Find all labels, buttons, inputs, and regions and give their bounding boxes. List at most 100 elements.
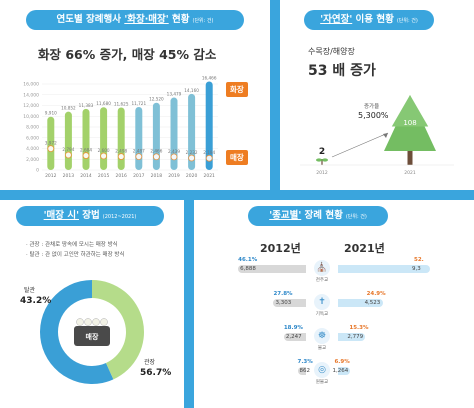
panel2-headline: 53 배 증가 <box>308 63 376 79</box>
bar-cremation <box>135 106 143 170</box>
legend-no-coffin: · 탈관 : 관 없이 고인만 하관하는 매장 방식 <box>26 252 125 258</box>
panel1-title-prefix: 연도별 장례행사 <box>56 14 125 25</box>
count-2021: 9,3 <box>412 266 421 272</box>
y-tick-label: 6,000 <box>26 135 39 141</box>
x-tick-label: 2020 <box>186 173 198 179</box>
count-2021: 2,779 <box>347 334 364 340</box>
tag-cremation: 화장 <box>226 82 248 97</box>
donut-center-label: 매장 <box>86 332 99 341</box>
increase-label: 증가율 <box>364 104 380 110</box>
panel4-title-suffix: 장례 현황 <box>301 210 343 221</box>
sprout-leaf <box>316 158 322 162</box>
tree-year-label: 2012 <box>316 170 328 176</box>
label-no-coffin: 탈관 <box>24 286 36 294</box>
increase-arrow-head <box>383 133 388 138</box>
y-tick-label: 14,000 <box>23 92 39 98</box>
bar-cremation-label: 11,383 <box>79 103 94 108</box>
panel2-title-suffix: 이용 현황 <box>352 14 394 25</box>
panel1-title-highlight: '화장·매장' <box>124 14 169 25</box>
cremation-burial-chart: 0 2,000 4,000 6,000 8,000 10,000 12,000 14,000 1… <box>23 75 218 179</box>
y-tick-label: 0 <box>36 168 39 174</box>
point-burial-label: 2,498 <box>115 149 127 154</box>
panel3-title-suffix: 장법 <box>79 210 100 221</box>
point-burial-label: 2,466 <box>150 149 162 154</box>
count-2021: 4,523 <box>364 300 381 306</box>
x-tick-label: 2021 <box>203 173 215 179</box>
panel2-title: '자연장' 이용 현황 (단위: 건) <box>304 10 434 30</box>
point-burial <box>205 154 213 162</box>
y-tick-label: 12,000 <box>23 103 39 109</box>
point-burial-label: 2,194 <box>203 150 215 155</box>
flower-icon <box>100 318 108 326</box>
coffin-icon <box>74 326 110 346</box>
bar-cremation <box>100 107 108 170</box>
bar-cremation-label: 11,625 <box>114 102 129 107</box>
bar-cremation-label: 14,160 <box>184 88 199 93</box>
x-tick-label: 2012 <box>45 173 57 179</box>
bar-cremation <box>170 97 178 170</box>
x-tick-label: 2016 <box>115 173 127 179</box>
temple-icon: ☸ <box>314 328 330 344</box>
point-burial <box>47 145 55 153</box>
bar-cremation <box>82 108 90 170</box>
bar-2021 <box>338 367 351 375</box>
point-burial <box>100 152 107 160</box>
point-burial <box>170 153 178 161</box>
bar-cremation-label: 11,721 <box>131 101 146 106</box>
bar-2012 <box>283 333 306 341</box>
bar-cremation <box>152 102 160 170</box>
won-buddhism-icon: ◎ <box>314 362 330 378</box>
religion-label: 불교 <box>317 346 327 351</box>
bar-cremation <box>205 81 213 170</box>
legend-coffin: · 관장 : 관채로 땅속에 모시는 매장 방식 <box>26 242 118 248</box>
bar-2021 <box>338 333 366 341</box>
count-2012: 2,247 <box>285 334 302 340</box>
flower-icon <box>84 318 92 326</box>
bar-cremation <box>117 107 125 170</box>
bar-2021 <box>338 299 383 307</box>
panel2-unit: (단위: 건) <box>396 18 418 24</box>
religion-panel: '종교별' 장례 현황 (단위: 건) 2012년 2021년 46.1% 6,88… <box>194 200 474 408</box>
count-2012: 3,303 <box>275 300 292 306</box>
y-tick-label: 4,000 <box>26 146 39 152</box>
donut-slice-coffin <box>39 280 114 384</box>
percent-2012: 7.3% <box>297 359 313 365</box>
point-burial-label: 2,684 <box>80 148 92 153</box>
panel1-title-suffix: 현황 <box>168 14 190 25</box>
x-tick-label: 2017 <box>133 173 145 179</box>
bar-cremation <box>188 93 196 170</box>
percent-2012: 18.9% <box>283 325 303 331</box>
bar-2021 <box>338 265 430 273</box>
y-tick-label: 2,000 <box>26 157 39 163</box>
sprout-leaf <box>322 158 328 162</box>
religion-label: 원불교 <box>315 380 329 385</box>
flower-icon <box>92 318 100 326</box>
panel4-unit: (단위: 건) <box>345 214 367 220</box>
x-tick-label: 2013 <box>63 173 75 179</box>
panel3-title-highlight: '매장 시' <box>43 210 79 221</box>
panel4-title-highlight: '종교별' <box>269 210 302 221</box>
bar-cremation-label: 10,852 <box>61 106 76 111</box>
count-2021: 1,264 <box>332 368 349 374</box>
tree-trunk <box>407 151 413 165</box>
bar-cremation-label: 13,479 <box>167 92 182 97</box>
point-burial-label: 3,972 <box>45 141 57 146</box>
y-tick-label: 8,000 <box>26 125 39 131</box>
value-coffin: 56.7% <box>140 368 171 378</box>
panel4-title: '종교별' 장례 현황 (단위: 건) <box>248 206 388 226</box>
x-tick-label: 2015 <box>98 173 110 179</box>
panel3-title: '매장 시' 장법 (2012~2021) <box>16 206 164 226</box>
point-burial <box>135 153 143 161</box>
y-tick-label: 10,000 <box>23 114 39 120</box>
x-tick-label: 2014 <box>80 173 92 179</box>
bar-cremation <box>64 111 72 170</box>
tag-burial: 매장 <box>226 150 248 165</box>
cremation-burial-panel: 연도별 장례행사 '화장·매장' 현황 (단위: 건) 화장 66% 증가, 매장… <box>0 0 270 190</box>
panel3-unit: (2012~2021) <box>102 214 137 220</box>
sprout-stem <box>321 159 323 165</box>
panel2-sub: 수목장/해양장 <box>308 47 355 56</box>
increase-value: 5,300% <box>358 111 389 120</box>
increase-arrow <box>331 132 389 158</box>
point-burial-label: 2,794 <box>62 147 74 152</box>
percent-2012: 46.1% <box>238 257 258 263</box>
